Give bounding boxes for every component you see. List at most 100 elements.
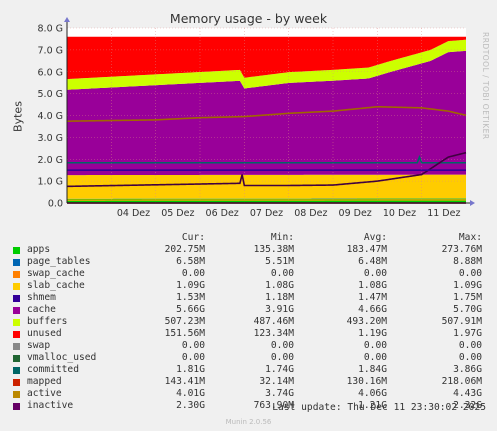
legend-cur: 0.00 (181, 352, 205, 363)
legend-cur: 507.23M (164, 316, 205, 327)
legend-min: 123.34M (253, 328, 294, 339)
x-axis-arrow (470, 200, 475, 206)
legend-avg: 493.20M (346, 316, 387, 327)
legend-name: shmem (27, 292, 56, 303)
legend-name: page_tables (27, 256, 91, 267)
legend-cur: 5.66G (176, 304, 205, 315)
header-max: Max: (458, 232, 482, 243)
legend-max: 0.00 (458, 268, 482, 279)
legend-swatch (13, 343, 20, 350)
legend-row-cache: cache 5.66G 3.91G 4.66G 5.70G (13, 304, 493, 316)
legend-avg: 6.48M (358, 256, 387, 267)
legend-name: mapped (27, 376, 62, 387)
y-tick-label: 7.0 G (38, 45, 64, 56)
legend-max: 4.43G (453, 388, 482, 399)
legend-min: 5.51M (265, 256, 294, 267)
legend-cur: 143.41M (164, 376, 205, 387)
legend-row-slab-cache: slab_cache 1.09G 1.08G 1.08G 1.09G (13, 280, 493, 292)
x-tick-label: 06 Dez (206, 208, 239, 219)
legend-avg: 130.16M (346, 376, 387, 387)
y-tick-label: 1.0 G (38, 177, 64, 188)
legend-swatch (13, 355, 20, 362)
x-tick-label: 09 Dez (339, 208, 372, 219)
legend-swatch (13, 379, 20, 386)
legend-max: 0.00 (458, 340, 482, 351)
legend-row-apps: apps 202.75M 135.38M 183.47M 273.76M (13, 244, 493, 256)
legend-max: 1.75M (453, 292, 482, 303)
legend-name: vmalloc_used (27, 352, 97, 363)
line-active (66, 105, 467, 122)
area-slab-cache (67, 174, 466, 199)
rrdtool-credit: RRDTOOL / TOBI OETIKER (481, 32, 490, 140)
legend-name: inactive (27, 400, 74, 411)
legend-name: slab_cache (27, 280, 85, 291)
legend-min: 763.90M (253, 400, 294, 411)
legend-cur: 202.75M (164, 244, 205, 255)
header-min: Min: (270, 232, 294, 243)
legend-row-vmalloc-used: vmalloc_used 0.00 0.00 0.00 0.00 (13, 352, 493, 364)
legend-cur: 1.81G (176, 364, 205, 375)
legend-name: swap_cache (27, 268, 85, 279)
legend-min: 32.14M (259, 376, 294, 387)
legend-avg: 0.00 (363, 268, 387, 279)
legend-name: active (27, 388, 62, 399)
memory-chart: 0.0 1.0 G 2.0 G 3.0 G 4.0 G 5.0 G 6.0 G 7.0 G 8.… (38, 17, 475, 219)
x-tick-label: 07 Dez (250, 208, 283, 219)
legend-swatch (13, 403, 20, 410)
legend-max: 3.86G (453, 364, 482, 375)
legend-avg: 1.19G (358, 328, 387, 339)
x-tick-label: 10 Dez (383, 208, 416, 219)
y-tick-label: 6.0 G (38, 67, 64, 78)
legend-min: 0.00 (270, 340, 294, 351)
legend-max: 8.88M (453, 256, 482, 267)
x-tick-label: 08 Dez (294, 208, 327, 219)
legend-avg: 183.47M (346, 244, 387, 255)
legend-cur: 1.53M (176, 292, 205, 303)
x-tick-label: 05 Dez (161, 208, 194, 219)
legend-max: 2.32G (453, 400, 482, 411)
legend-min: 487.46M (253, 316, 294, 327)
legend-cur: 0.00 (181, 340, 205, 351)
legend-swatch (13, 391, 20, 398)
legend-row-buffers: buffers 507.23M 487.46M 493.20M 507.91M (13, 316, 493, 328)
legend-swatch (13, 259, 20, 266)
legend-swatch (13, 307, 20, 314)
legend-min: 3.91G (265, 304, 294, 315)
legend-cur: 6.58M (176, 256, 205, 267)
legend-cur: 1.09G (176, 280, 205, 291)
legend-cur: 151.56M (164, 328, 205, 339)
area-cache (67, 50, 466, 176)
legend-row-mapped: mapped 143.41M 32.14M 130.16M 218.06M (13, 376, 493, 388)
legend-name: committed (27, 364, 79, 375)
x-tick-label: 11 Dez (427, 208, 460, 219)
legend-avg: 0.00 (363, 352, 387, 363)
y-axis-arrow (64, 17, 70, 22)
legend-row-active: active 4.01G 3.74G 4.06G 4.43G (13, 388, 493, 400)
legend-min: 1.18M (265, 292, 294, 303)
legend-header: Cur: Min: Avg: Max: (13, 232, 493, 244)
legend-cur: 2.30G (176, 400, 205, 411)
y-tick-label: 8.0 G (38, 24, 64, 35)
last-update: Last update: Thu Dec 11 23:30:02 2025 (272, 402, 486, 413)
legend-table: Cur: Min: Avg: Max: apps 202.75M 135.38M 18… (13, 232, 493, 412)
legend-name: buffers (27, 316, 68, 327)
legend-name: cache (27, 304, 56, 315)
legend-max: 5.70G (453, 304, 482, 315)
legend-avg: 1.08G (358, 280, 387, 291)
legend-min: 0.00 (270, 352, 294, 363)
legend-avg: 1.84G (358, 364, 387, 375)
legend-min: 0.00 (270, 268, 294, 279)
y-tick-label: 0.0 (48, 199, 63, 210)
legend-avg: 0.00 (363, 340, 387, 351)
legend-max: 507.91M (441, 316, 482, 327)
area-buffers (67, 39, 466, 90)
y-tick-label: 3.0 G (38, 133, 64, 144)
legend-swatch (13, 247, 20, 254)
y-tick-label: 5.0 G (38, 89, 64, 100)
legend-name: swap (27, 340, 51, 351)
legend-max: 218.06M (441, 376, 482, 387)
y-tick-label: 4.0 G (38, 111, 64, 122)
y-tick-label: 2.0 G (38, 155, 64, 166)
legend-swatch (13, 283, 20, 290)
chart-title: Memory usage - by week (169, 11, 328, 26)
